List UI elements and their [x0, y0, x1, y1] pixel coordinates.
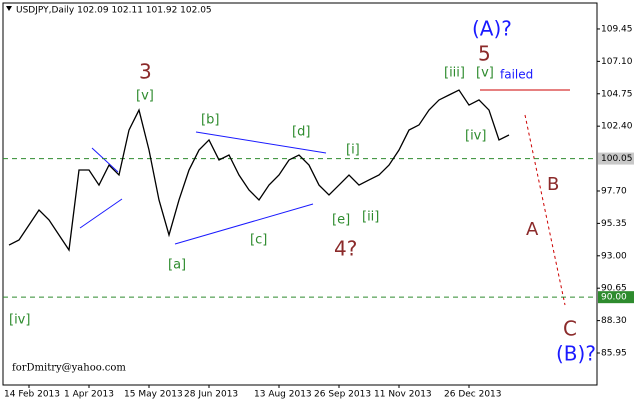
wave-label: [ii] [362, 210, 379, 225]
plot-frame [2, 2, 598, 386]
level-label-box [598, 152, 634, 165]
wave-label: [b] [201, 113, 219, 128]
y-tick-label: 97.70 [601, 186, 627, 196]
y-tick-label: 107.10 [601, 57, 633, 67]
wave-label: [iv] [9, 313, 30, 328]
y-tick-label: 95.35 [601, 219, 627, 229]
wave-label: (A)? [472, 17, 512, 41]
wave-label: 3 [139, 60, 152, 84]
wave-label: [i] [346, 143, 360, 158]
x-tick-label: 1 Apr 2013 [64, 390, 114, 400]
wave-label: C [563, 317, 577, 341]
wave-label: [e] [332, 213, 350, 228]
level-label: 90.00 [601, 293, 627, 303]
y-tick-label: 85.95 [601, 349, 627, 359]
wave-label: [v] [476, 66, 494, 81]
trend-line [79, 198, 123, 229]
y-tick-label: 90.65 [601, 284, 627, 294]
wave-label: 4? [334, 237, 357, 261]
note: failed [500, 68, 533, 82]
trend-line [91, 147, 119, 173]
wave-label: [iii] [444, 66, 465, 81]
y-tick-label: 102.40 [601, 122, 633, 132]
wave-label: B [547, 174, 559, 195]
wave-label: 5 [478, 42, 491, 66]
wave-label: [a] [168, 258, 186, 273]
x-tick-label: 11 Nov 2013 [374, 390, 432, 400]
menu-arrow [6, 6, 12, 11]
x-tick-label: 13 Aug 2013 [254, 390, 312, 400]
x-tick-label: 26 Dec 2013 [444, 390, 502, 400]
level-label-box [598, 291, 634, 304]
chart-title: USDJPY,Daily 102.09 102.11 101.92 102.05 [16, 6, 212, 16]
wave-label: A [526, 219, 539, 240]
x-tick-label: 28 Jun 2013 [184, 390, 238, 400]
wave-label: [c] [250, 233, 267, 248]
y-tick-label: 93.00 [601, 251, 627, 261]
wave-label: [iv] [465, 129, 486, 144]
trend-line [195, 131, 327, 154]
x-tick-label: 15 May 2013 [124, 390, 183, 400]
trend-line [174, 203, 314, 245]
annotations: (A)? 5 [iii] [v] failed 3 [v] [b] [d] [i… [9, 17, 596, 374]
y-tick-label: 104.75 [601, 89, 633, 99]
x-tick-label: 14 Feb 2013 [4, 390, 60, 400]
wave-label: [v] [136, 89, 154, 104]
x-tick-label: 26 Sep 2013 [314, 390, 371, 400]
wave-label: [d] [292, 125, 310, 140]
y-tick-label: 109.45 [601, 24, 633, 34]
y-tick-label: 88.30 [601, 316, 627, 326]
projection [524, 114, 566, 306]
author: forDmitry@yahoo.com [12, 363, 126, 374]
wave-label: (B)? [556, 342, 596, 366]
level-label: 100.05 [601, 154, 633, 164]
price-line [8, 89, 510, 252]
